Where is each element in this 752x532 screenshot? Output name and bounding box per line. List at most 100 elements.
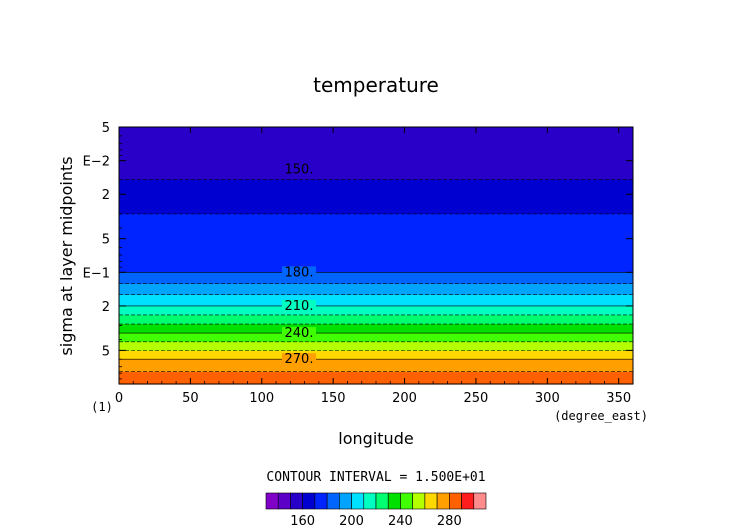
temperature-band <box>119 313 633 315</box>
temperature-band <box>119 136 633 138</box>
temperature-band <box>119 180 633 182</box>
temperature-band <box>119 168 633 170</box>
temperature-band <box>119 242 633 244</box>
temperature-band <box>119 281 633 283</box>
temperature-band <box>119 201 633 203</box>
temperature-band <box>119 194 633 196</box>
temperature-band <box>119 167 633 169</box>
temperature-band <box>119 328 633 330</box>
temperature-band <box>119 230 633 232</box>
temperature-band <box>119 369 633 371</box>
temperature-band <box>119 262 633 264</box>
colorbar-label: 200 <box>339 514 364 529</box>
temperature-band <box>119 345 633 347</box>
temperature-band <box>119 204 633 206</box>
temperature-band <box>119 190 633 192</box>
temperature-band <box>119 165 633 167</box>
x-unit-label: (degree_east) <box>554 409 648 423</box>
temperature-band <box>119 245 633 247</box>
temperature-band <box>119 356 633 358</box>
temperature-band <box>119 340 633 342</box>
temperature-band <box>119 286 633 288</box>
contour-label-bg <box>282 266 316 279</box>
temperature-band <box>119 228 633 230</box>
temperature-band <box>119 195 633 197</box>
y-tick-label: 5 <box>102 233 110 248</box>
temperature-band <box>119 128 633 130</box>
temperature-band <box>119 130 633 132</box>
x-tick-label: 100 <box>249 391 274 406</box>
temperature-band <box>119 350 633 352</box>
temperature-band <box>119 209 633 211</box>
temperature-band <box>119 299 633 301</box>
temperature-band <box>119 373 633 375</box>
temperature-band <box>119 182 633 184</box>
temperature-band <box>119 298 633 300</box>
colorbar-swatch <box>387 492 401 510</box>
temperature-band <box>119 220 633 222</box>
contour-label-bg <box>282 163 316 176</box>
temperature-band <box>119 342 633 344</box>
temperature-band <box>119 324 633 326</box>
temperature-band <box>119 331 633 333</box>
x-tick-label: 150 <box>321 391 346 406</box>
temperature-band <box>119 153 633 155</box>
colorbar <box>265 492 487 510</box>
temperature-band <box>119 171 633 173</box>
temperature-band <box>119 240 633 242</box>
contour-lines <box>119 179 633 372</box>
temperature-band <box>119 362 633 364</box>
temperature-band <box>119 355 633 357</box>
temperature-band <box>119 135 633 137</box>
temperature-band <box>119 329 633 331</box>
temperature-band <box>119 366 633 368</box>
colorbar-swatch <box>461 492 475 510</box>
temperature-band <box>119 315 633 317</box>
temperature-band <box>119 282 633 284</box>
temperature-band <box>119 187 633 189</box>
temperature-band <box>119 359 633 361</box>
temperature-band <box>119 159 633 161</box>
temperature-band <box>119 283 633 285</box>
temperature-band <box>119 261 633 263</box>
temperature-band <box>119 367 633 369</box>
temperature-band <box>119 222 633 224</box>
temperature-band <box>119 370 633 372</box>
temperature-band <box>119 309 633 311</box>
contour-interval-text: CONTOUR INTERVAL = 1.500E+01 <box>266 470 485 485</box>
colorbar-swatch <box>449 492 462 510</box>
temperature-band <box>119 224 633 226</box>
temperature-band <box>119 368 633 370</box>
y-corner-label: (1) <box>91 400 113 414</box>
temperature-band <box>119 163 633 165</box>
temperature-band <box>119 225 633 227</box>
temperature-band <box>119 321 633 323</box>
temperature-band <box>119 320 633 322</box>
temperature-band <box>119 257 633 259</box>
temperature-band <box>119 287 633 289</box>
temperature-band <box>119 270 633 272</box>
temperature-band <box>119 196 633 198</box>
colorbar-swatch <box>339 492 352 510</box>
temperature-band <box>119 252 633 254</box>
temperature-band <box>119 219 633 221</box>
temperature-band <box>119 335 633 337</box>
temperature-band <box>119 295 633 297</box>
temperature-band <box>119 205 633 207</box>
temperature-band <box>119 364 633 366</box>
temperature-band <box>119 179 633 181</box>
temperature-band <box>119 192 633 194</box>
colorbar-swatch <box>277 492 291 510</box>
temperature-band <box>119 302 633 304</box>
temperature-band <box>119 316 633 318</box>
temperature-band <box>119 251 633 253</box>
temperature-band <box>119 248 633 250</box>
temperature-band <box>119 293 633 295</box>
contour-label: 180. <box>285 265 314 280</box>
temperature-band <box>119 246 633 248</box>
temperature-band <box>119 314 633 316</box>
temperature-band <box>119 241 633 243</box>
temperature-band <box>119 250 633 252</box>
temperature-band <box>119 260 633 262</box>
